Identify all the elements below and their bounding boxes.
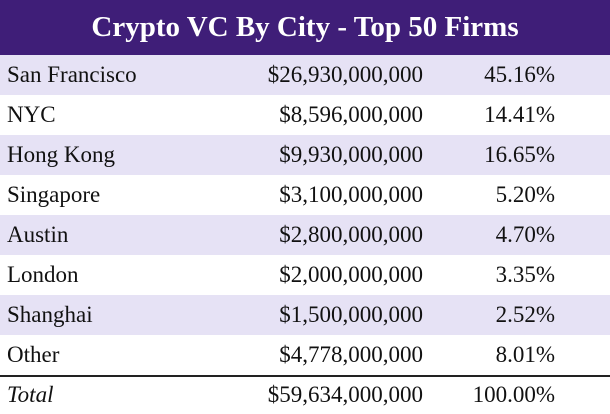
- table-row: San Francisco $26,930,000,000 45.16%: [0, 55, 610, 95]
- table-row: Total $59,634,000,000 100.00%: [0, 375, 610, 413]
- table-row: Singapore $3,100,000,000 5.20%: [0, 175, 610, 215]
- share-cell: 14.41%: [484, 102, 555, 127]
- share-cell: 3.35%: [495, 262, 555, 287]
- table-row: Other $4,778,000,000 8.01%: [0, 335, 610, 375]
- table-row: Austin $2,800,000,000 4.70%: [0, 215, 610, 255]
- share-cell: 2.52%: [495, 302, 555, 327]
- share-cell: 4.70%: [495, 222, 555, 247]
- table-row: London $2,000,000,000 3.35%: [0, 255, 610, 295]
- share-cell: 5.20%: [495, 182, 555, 207]
- table-row: NYC $8,596,000,000 14.41%: [0, 95, 610, 135]
- amount-cell: $4,778,000,000: [279, 342, 423, 367]
- share-cell: 45.16%: [484, 62, 555, 87]
- city-cell: London: [7, 262, 79, 287]
- city-cell: Austin: [7, 222, 69, 247]
- city-cell: Total: [7, 382, 54, 407]
- city-cell: NYC: [7, 102, 56, 127]
- title: Crypto VC By City - Top 50 Firms: [0, 0, 610, 55]
- amount-cell: $26,930,000,000: [267, 62, 423, 87]
- share-cell: 16.65%: [484, 142, 555, 167]
- amount-cell: $2,800,000,000: [279, 222, 423, 247]
- city-cell: Hong Kong: [7, 142, 115, 167]
- table: San Francisco $26,930,000,000 45.16% NYC $8,…: [0, 55, 610, 413]
- table-row: Hong Kong $9,930,000,000 16.65%: [0, 135, 610, 175]
- table-row: Shanghai $1,500,000,000 2.52%: [0, 295, 610, 335]
- share-cell: 100.00%: [472, 382, 555, 407]
- amount-cell: $2,000,000,000: [279, 262, 423, 287]
- amount-cell: $3,100,000,000: [279, 182, 423, 207]
- city-cell: San Francisco: [7, 62, 137, 87]
- city-cell: Shanghai: [7, 302, 93, 327]
- city-cell: Singapore: [7, 182, 101, 207]
- amount-cell: $1,500,000,000: [279, 302, 423, 327]
- city-cell: Other: [7, 342, 60, 367]
- amount-cell: $8,596,000,000: [279, 102, 423, 127]
- amount-cell: $59,634,000,000: [267, 382, 423, 407]
- amount-cell: $9,930,000,000: [279, 142, 423, 167]
- share-cell: 8.01%: [495, 342, 555, 367]
